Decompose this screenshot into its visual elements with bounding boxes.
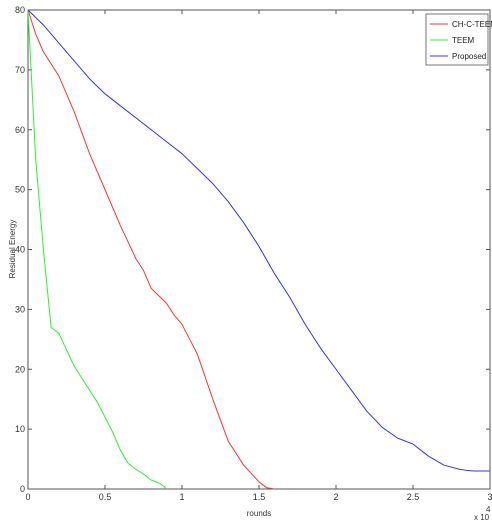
y-tick-label: 20 <box>15 364 25 374</box>
y-tick-label: 40 <box>15 245 25 255</box>
series-layer <box>27 9 490 490</box>
y-tick-label: 70 <box>15 65 25 75</box>
legend-label: Proposed <box>452 52 486 61</box>
legend-items: CH-C-TEEM TEEM Proposed <box>430 20 492 61</box>
x-tick-label: 3 <box>487 492 492 502</box>
y-axis-label: Residual Energy <box>8 220 17 279</box>
y-tick-label: 80 <box>15 5 25 15</box>
x-multiplier-exponent: 4 <box>486 505 491 514</box>
x-tick-label: 1.5 <box>253 492 266 502</box>
x-tick-label: 0 <box>25 492 30 502</box>
series-line-teem <box>27 9 167 490</box>
x-tick-label: 0.5 <box>99 492 112 502</box>
x-tick-label: 2.5 <box>407 492 420 502</box>
y-tick-label: 0 <box>20 484 25 494</box>
series-line-proposed <box>27 9 490 472</box>
legend-label: TEEM <box>452 36 475 45</box>
plot-area <box>27 9 491 490</box>
y-tick-label: 50 <box>15 185 25 195</box>
y-tick-label: 60 <box>15 125 25 135</box>
y-tick-label: 10 <box>15 424 25 434</box>
x-tick-label: 1 <box>179 492 184 502</box>
legend: CH-C-TEEM TEEM Proposed <box>425 13 492 66</box>
y-tick-label: 30 <box>15 304 25 314</box>
legend-label: CH-C-TEEM <box>452 20 492 29</box>
x-tick-label: 2 <box>333 492 338 502</box>
x-multiplier-label: x 10 <box>474 513 490 522</box>
x-axis-label: rounds <box>247 509 271 518</box>
series-line-ch-c-teem <box>27 9 275 490</box>
